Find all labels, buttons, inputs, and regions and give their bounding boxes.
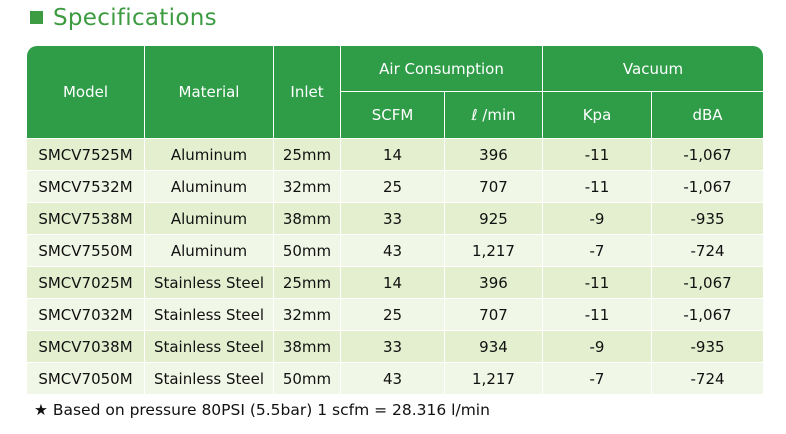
table-cell: 707 [445, 299, 543, 331]
table-cell: -11 [543, 267, 652, 299]
table-cell: 14 [341, 267, 445, 299]
table-cell: SMCV7050M [27, 363, 145, 395]
table-cell: Aluminum [145, 139, 274, 171]
spec-table: Model Material Inlet Air Consumption Vac… [27, 46, 764, 395]
table-cell: SMCV7538M [27, 203, 145, 235]
title-text: Specifications [53, 5, 217, 31]
table-cell: SMCV7032M [27, 299, 145, 331]
table-cell: 396 [445, 139, 543, 171]
title-marker [30, 11, 43, 24]
table-cell: 25mm [274, 267, 341, 299]
table-row: SMCV7038M Stainless Steel 38mm 33 934 -9 -935 [27, 331, 764, 363]
table-cell: 33 [341, 203, 445, 235]
table-cell: 38mm [274, 203, 341, 235]
table-cell: Stainless Steel [145, 267, 274, 299]
table-cell: 33 [341, 331, 445, 363]
table-cell: -935 [652, 331, 764, 363]
header-cell: Air Consumption [341, 46, 543, 92]
table-cell: 925 [445, 203, 543, 235]
table-row: SMCV7532M Aluminum 32mm 25 707 -11 -1,067 [27, 171, 764, 203]
table-cell: 707 [445, 171, 543, 203]
table-cell: -7 [543, 363, 652, 395]
header-cell: dBA [652, 92, 764, 139]
table-cell: 25mm [274, 139, 341, 171]
table-cell: 396 [445, 267, 543, 299]
header-cell: SCFM [341, 92, 445, 139]
table-cell: -724 [652, 235, 764, 267]
table-cell: Stainless Steel [145, 299, 274, 331]
table-cell: 32mm [274, 299, 341, 331]
table-cell: 25 [341, 299, 445, 331]
table-cell: -1,067 [652, 139, 764, 171]
table-cell: Aluminum [145, 203, 274, 235]
table-cell: Aluminum [145, 171, 274, 203]
table-cell: -1,067 [652, 267, 764, 299]
table-cell: 1,217 [445, 363, 543, 395]
header-cell: Kpa [543, 92, 652, 139]
table-cell: -7 [543, 235, 652, 267]
footnote: ★ Based on pressure 80PSI (5.5bar) 1 scf… [34, 401, 490, 419]
table-row: SMCV7550M Aluminum 50mm 43 1,217 -7 -724 [27, 235, 764, 267]
table-row: SMCV7032M Stainless Steel 32mm 25 707 -11 -1,0… [27, 299, 764, 331]
table-row: SMCV7025M Stainless Steel 25mm 14 396 -11 -1,0… [27, 267, 764, 299]
table-cell: 50mm [274, 235, 341, 267]
table-cell: Stainless Steel [145, 331, 274, 363]
table-cell: SMCV7525M [27, 139, 145, 171]
table-cell: Aluminum [145, 235, 274, 267]
table-row: SMCV7525M Aluminum 25mm 14 396 -11 -1,067 [27, 139, 764, 171]
table-cell: 14 [341, 139, 445, 171]
table-cell: -724 [652, 363, 764, 395]
table-cell: -935 [652, 203, 764, 235]
table-cell: -11 [543, 299, 652, 331]
table-cell: SMCV7550M [27, 235, 145, 267]
table-cell: 25 [341, 171, 445, 203]
header-cell: Vacuum [543, 46, 764, 92]
table-cell: SMCV7532M [27, 171, 145, 203]
table-cell: 43 [341, 235, 445, 267]
table-cell: SMCV7025M [27, 267, 145, 299]
table-cell: 32mm [274, 171, 341, 203]
table-cell: -9 [543, 331, 652, 363]
table-cell: SMCV7038M [27, 331, 145, 363]
table-cell: 38mm [274, 331, 341, 363]
table-cell: -11 [543, 171, 652, 203]
table-cell: Stainless Steel [145, 363, 274, 395]
header-cell: ℓ /min [445, 92, 543, 139]
table-row: SMCV7538M Aluminum 38mm 33 925 -9 -935 [27, 203, 764, 235]
table-row: SMCV7050M Stainless Steel 50mm 43 1,217 -7 -72… [27, 363, 764, 395]
table-body: SMCV7525M Aluminum 25mm 14 396 -11 -1,067 SMCV7… [27, 139, 764, 395]
table-cell: -1,067 [652, 299, 764, 331]
table-cell: 934 [445, 331, 543, 363]
table-cell: -9 [543, 203, 652, 235]
table-cell: -11 [543, 139, 652, 171]
table-cell: -1,067 [652, 171, 764, 203]
header-cell: Material [145, 46, 274, 139]
header-cell: Model [27, 46, 145, 139]
table-cell: 50mm [274, 363, 341, 395]
header-cell: Inlet [274, 46, 341, 139]
table-cell: 43 [341, 363, 445, 395]
title: Specifications [30, 5, 217, 31]
table-cell: 1,217 [445, 235, 543, 267]
